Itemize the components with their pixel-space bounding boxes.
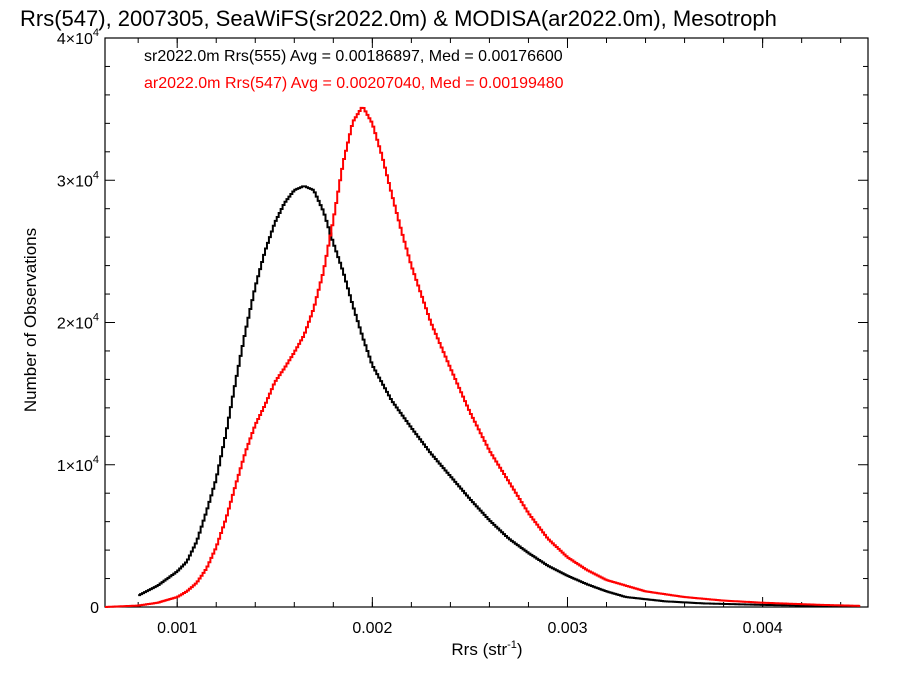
y-tick-label: 0 bbox=[90, 600, 99, 617]
y-tick-label: 4×104 bbox=[57, 27, 99, 48]
series-0-histogram bbox=[138, 185, 861, 608]
y-tick-mantissa: 2×10 bbox=[57, 316, 93, 333]
y-axis-label: Number of Observations bbox=[21, 228, 40, 412]
plot-frame bbox=[104, 37, 869, 608]
plot-border bbox=[104, 37, 869, 608]
y-tick-exponent: 4 bbox=[93, 27, 99, 39]
series-group bbox=[105, 106, 861, 608]
y-tick-label: 1×104 bbox=[57, 454, 99, 475]
legend: sr2022.0m Rrs(555) Avg = 0.00186897, Med… bbox=[144, 48, 564, 92]
series-1-histogram bbox=[105, 106, 861, 608]
y-tick-mantissa: 0 bbox=[90, 600, 99, 617]
axis-ticks bbox=[105, 37, 868, 608]
x-tick-label: 0.001 bbox=[157, 620, 197, 637]
legend-entry-1: ar2022.0m Rrs(547) Avg = 0.00207040, Med… bbox=[144, 75, 564, 92]
y-tick-label: 3×104 bbox=[57, 169, 99, 190]
y-tick-mantissa: 4×10 bbox=[57, 31, 93, 48]
y-tick-mantissa: 1×10 bbox=[57, 458, 93, 475]
legend-entry-0: sr2022.0m Rrs(555) Avg = 0.00186897, Med… bbox=[144, 48, 563, 65]
y-tick-label: 2×104 bbox=[57, 312, 99, 333]
chart-title: Rrs(547), 2007305, SeaWiFS(sr2022.0m) & … bbox=[20, 6, 777, 31]
x-tick-label: 0.004 bbox=[743, 620, 783, 637]
y-tick-exponent: 4 bbox=[93, 169, 99, 181]
x-tick-label: 0.003 bbox=[547, 620, 587, 637]
x-tick-labels: 0.001 0.002 0.003 0.004 bbox=[157, 620, 783, 637]
x-axis-label: Rrs (str-1) bbox=[451, 639, 522, 659]
y-tick-mantissa: 3×10 bbox=[57, 173, 93, 190]
y-tick-exponent: 4 bbox=[93, 312, 99, 324]
y-tick-exponent: 4 bbox=[93, 454, 99, 466]
x-tick-label: 0.002 bbox=[352, 620, 392, 637]
